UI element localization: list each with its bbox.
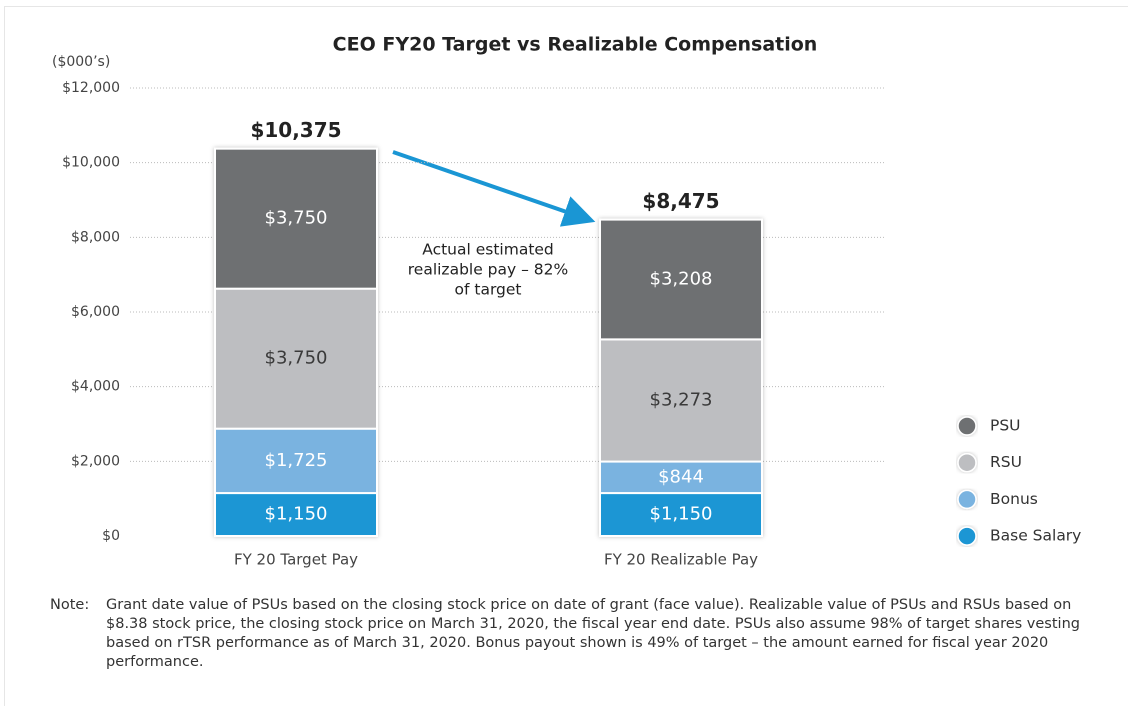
note: Note: Grant date value of PSUs based on … [50,596,1090,672]
data-label: $3,208 [650,268,713,289]
legend-label: RSU [990,453,1022,471]
legend-label: PSU [990,417,1021,435]
y-tick-label: $6,000 [71,304,120,320]
legend-swatch [957,452,977,473]
chart-title: CEO FY20 Target vs Realizable Compensati… [333,34,818,56]
unit-label: ($000’s) [52,54,110,70]
card [4,6,1128,706]
total-label: $10,375 [250,118,341,142]
data-label: $1,150 [650,504,713,525]
x-tick-label: FY 20 Realizable Pay [604,551,758,569]
note-text: Grant date value of PSUs based on the cl… [106,597,1080,670]
bar-segment [214,287,378,430]
bar-segment [599,492,763,538]
y-tick-label: $4,000 [71,379,120,395]
bar-stack [214,147,378,538]
y-tick-label: $0 [102,528,120,544]
legend-swatch [957,489,977,510]
legend-swatch [957,526,977,546]
y-tick-label: $2,000 [71,453,120,469]
annotation: of target [455,281,522,299]
data-label: $844 [658,466,704,487]
bar-segment [599,338,763,463]
y-tick-label: $10,000 [62,155,120,171]
bar-segment [599,218,763,341]
annotation: Actual estimated [422,241,554,259]
note-label: Note: [50,597,90,613]
bar-stack [599,218,763,538]
y-tick-label: $8,000 [71,229,120,245]
data-label: $3,750 [265,208,328,229]
annotation: realizable pay – 82% [408,261,569,279]
y-tick-label: $12,000 [62,80,120,96]
bar-segment [599,460,763,495]
data-label: $1,725 [265,450,328,471]
bar-segment [214,147,378,290]
legend-swatch [957,416,977,436]
total-label: $8,475 [642,189,719,213]
arrow [392,150,596,227]
data-label: $3,750 [265,348,328,369]
legend-label: Base Salary [990,527,1081,545]
legend-label: Bonus [990,490,1038,508]
data-label: $1,150 [265,504,328,525]
bar-segment [214,427,378,495]
data-label: $3,273 [650,389,713,410]
bar-segment [214,492,378,538]
x-tick-label: FY 20 Target Pay [234,551,358,569]
